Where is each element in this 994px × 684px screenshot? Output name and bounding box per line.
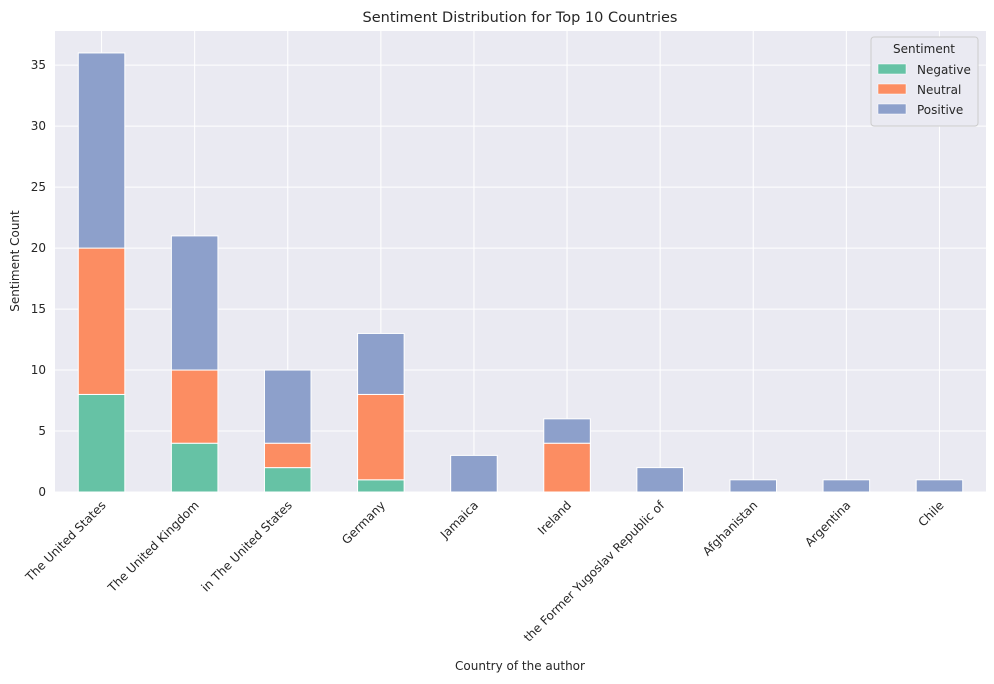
bar-negative [357, 479, 405, 493]
legend-swatch-neutral [877, 83, 907, 95]
x-tick-label: The United States [22, 498, 109, 585]
x-tick-label: Jamaica [437, 498, 481, 542]
bar-neutral [543, 442, 591, 493]
y-axis-label: Sentiment Count [8, 210, 22, 312]
y-tick-label: 35 [31, 58, 46, 72]
x-tick-label: Argentina [802, 498, 853, 549]
bar-positive [915, 479, 964, 493]
y-tick-label: 15 [31, 302, 46, 316]
x-tick-label: Ireland [535, 498, 574, 537]
bar-positive [729, 479, 778, 493]
bar-positive [636, 467, 684, 493]
y-tick-label: 25 [31, 180, 46, 194]
legend-label-negative: Negative [917, 63, 971, 77]
y-tick-label: 0 [38, 485, 46, 499]
bar-neutral [170, 369, 219, 444]
x-tick-label: in The United States [199, 498, 295, 594]
bar-negative [170, 442, 219, 493]
legend-title: Sentiment [893, 42, 955, 56]
bar-positive [450, 454, 498, 493]
y-tick-label: 20 [31, 241, 46, 255]
bar-positive [822, 479, 871, 493]
bar-positive [170, 235, 219, 371]
y-tick-label: 10 [31, 363, 46, 377]
bar-positive [543, 418, 591, 444]
bar-positive [263, 369, 312, 444]
bars-group [77, 52, 964, 493]
chart-title: Sentiment Distribution for Top 10 Countr… [363, 10, 678, 26]
bar-neutral [263, 442, 312, 469]
legend-swatch-positive [877, 103, 907, 115]
x-axis-label: Country of the author [455, 659, 585, 673]
y-tick-label: 5 [38, 424, 46, 438]
x-tick-label: Chile [915, 498, 946, 529]
legend-label-positive: Positive [917, 103, 963, 117]
bar-negative [77, 393, 126, 493]
bar-neutral [357, 393, 405, 481]
x-tick-label: Afghanistan [700, 498, 760, 558]
legend: Sentiment Negative Neutral Positive [870, 36, 979, 127]
bar-positive [357, 332, 405, 395]
x-tick-label: Germany [339, 498, 388, 547]
bar-negative [263, 467, 312, 493]
x-tick-label: The United Kingdom [105, 498, 202, 595]
bar-neutral [77, 247, 126, 395]
y-tick-labels: 0 5 10 15 20 25 30 35 [31, 58, 46, 499]
legend-swatch-negative [877, 63, 907, 75]
legend-label-neutral: Neutral [917, 83, 961, 97]
bar-positive [77, 52, 126, 249]
y-tick-label: 30 [31, 119, 46, 133]
